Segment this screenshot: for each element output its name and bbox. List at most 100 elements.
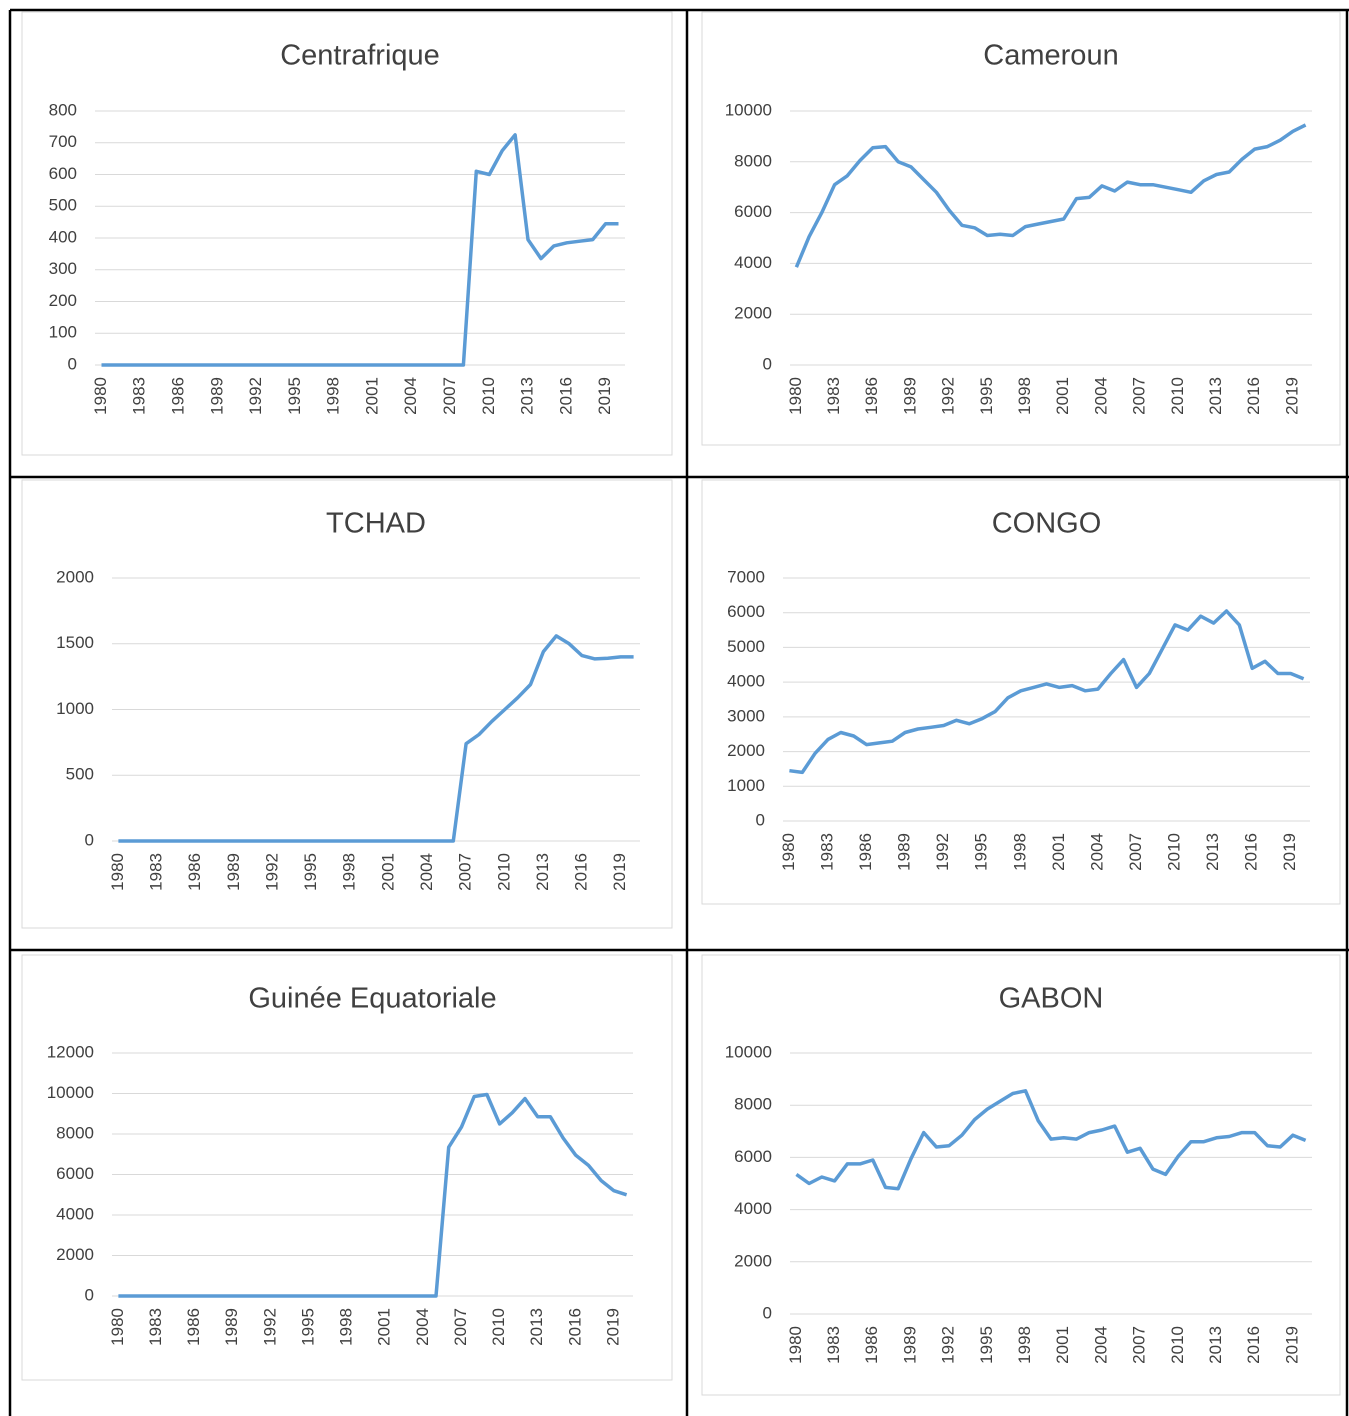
y-tick-label: 1000: [727, 776, 765, 795]
x-tick-label: 2004: [1087, 833, 1106, 871]
y-tick-label: 0: [68, 354, 77, 373]
y-tick-label: 2000: [56, 567, 94, 586]
y-tick-label: 400: [49, 227, 77, 246]
y-tick-label: 2000: [56, 1245, 94, 1264]
chart-box: [21, 954, 673, 1381]
x-tick-label: 1992: [939, 1326, 958, 1364]
y-tick-label: 600: [49, 164, 77, 183]
chart-title: TCHAD: [326, 508, 426, 540]
x-tick-label: 2007: [440, 377, 459, 415]
chart: TCHAD 0 500 1000 1500 2000 1980 1983 1986 1989 199…: [21, 479, 673, 929]
x-tick-label: 2019: [1282, 377, 1301, 415]
y-tick-label: 0: [85, 830, 94, 849]
y-tick-label: 4000: [734, 253, 772, 272]
x-tick-label: 2007: [1126, 833, 1145, 871]
x-tick-label: 1980: [786, 1326, 805, 1364]
x-tick-label: 2016: [1244, 1326, 1263, 1364]
x-tick-label: 2013: [1203, 833, 1222, 871]
y-tick-label: 1000: [56, 699, 94, 718]
x-tick-label: 2007: [456, 853, 475, 891]
x-tick-label: 2004: [417, 853, 436, 891]
x-tick-label: 2016: [1242, 833, 1261, 871]
y-tick-label: 2000: [734, 1251, 772, 1270]
x-tick-label: 2007: [1130, 377, 1149, 415]
y-tick-label: 0: [756, 810, 765, 829]
x-tick-label: 1998: [324, 377, 343, 415]
x-tick-label: 2001: [378, 853, 397, 891]
x-tick-label: 1986: [862, 1326, 881, 1364]
x-tick-label: 1986: [862, 377, 881, 415]
x-tick-label: 1986: [856, 833, 875, 871]
data-line: [118, 634, 634, 843]
y-tick-label: 10000: [725, 1042, 772, 1061]
x-tick-label: 2001: [375, 1308, 394, 1346]
x-tick-label: 1995: [977, 1326, 996, 1364]
y-tick-label: 6000: [734, 202, 772, 221]
x-tick-label: 1995: [285, 377, 304, 415]
chart-box: [21, 479, 673, 929]
x-tick-label: 1998: [1015, 377, 1034, 415]
x-tick-label: 1998: [1010, 833, 1029, 871]
x-tick-label: 1989: [207, 377, 226, 415]
chart-box: [701, 954, 1341, 1396]
chart-title: Centrafrique: [280, 40, 440, 72]
y-tick-label: 300: [49, 259, 77, 278]
y-tick-label: 2000: [727, 741, 765, 760]
x-tick-label: 2001: [1049, 833, 1068, 871]
chart: CONGO 0 1000 2000 3000 4000 5000 6000 7000 1980 19…: [701, 479, 1341, 905]
chart-box: [21, 11, 673, 456]
x-tick-label: 1980: [108, 853, 127, 891]
data-line: [795, 1089, 1307, 1191]
x-tick-label: 1989: [222, 1308, 241, 1346]
x-tick-label: 1980: [779, 833, 798, 871]
x-tick-label: 2001: [362, 377, 381, 415]
chart-title: Cameroun: [983, 40, 1118, 72]
x-tick-label: 2016: [556, 377, 575, 415]
x-tick-label: 1989: [900, 377, 919, 415]
y-tick-label: 6000: [727, 602, 765, 621]
x-tick-label: 2004: [413, 1308, 432, 1346]
x-tick-label: 2001: [1053, 1326, 1072, 1364]
x-tick-label: 2016: [1244, 377, 1263, 415]
y-tick-label: 6000: [56, 1164, 94, 1183]
x-tick-label: 2007: [451, 1308, 470, 1346]
x-tick-label: 1986: [184, 1308, 203, 1346]
data-line: [789, 609, 1305, 775]
x-tick-label: 2007: [1130, 1326, 1149, 1364]
y-tick-label: 800: [49, 100, 77, 119]
y-tick-label: 6000: [734, 1147, 772, 1166]
data-line: [794, 123, 1307, 268]
x-tick-label: 2010: [479, 377, 498, 415]
x-tick-label: 1992: [260, 1308, 279, 1346]
x-tick-label: 1986: [185, 853, 204, 891]
x-tick-label: 1980: [108, 1308, 127, 1346]
x-tick-label: 1989: [224, 853, 243, 891]
x-tick-label: 1992: [246, 377, 265, 415]
x-tick-label: 2013: [1206, 377, 1225, 415]
y-tick-label: 12000: [47, 1042, 94, 1061]
x-tick-label: 1983: [824, 1326, 843, 1364]
y-tick-label: 7000: [727, 567, 765, 586]
y-tick-label: 0: [763, 354, 772, 373]
y-tick-label: 1500: [56, 633, 94, 652]
y-tick-label: 10000: [47, 1083, 94, 1102]
y-tick-label: 2000: [734, 304, 772, 323]
x-tick-label: 2004: [1091, 377, 1110, 415]
x-tick-label: 1986: [169, 377, 188, 415]
data-line: [101, 133, 619, 367]
x-tick-label: 2016: [572, 853, 591, 891]
chart-title: Guinée Equatoriale: [248, 983, 496, 1015]
y-tick-label: 100: [49, 323, 77, 342]
y-tick-label: 4000: [734, 1199, 772, 1218]
x-tick-label: 2010: [1168, 1326, 1187, 1364]
x-tick-label: 1992: [262, 853, 281, 891]
x-tick-label: 2019: [1282, 1326, 1301, 1364]
x-tick-label: 2001: [1053, 377, 1072, 415]
y-tick-label: 0: [85, 1285, 94, 1304]
x-tick-label: 2013: [527, 1308, 546, 1346]
x-tick-label: 1983: [146, 1308, 165, 1346]
x-tick-label: 1995: [972, 833, 991, 871]
y-tick-label: 4000: [727, 672, 765, 691]
x-tick-label: 1995: [977, 377, 996, 415]
x-tick-label: 1989: [900, 1326, 919, 1364]
